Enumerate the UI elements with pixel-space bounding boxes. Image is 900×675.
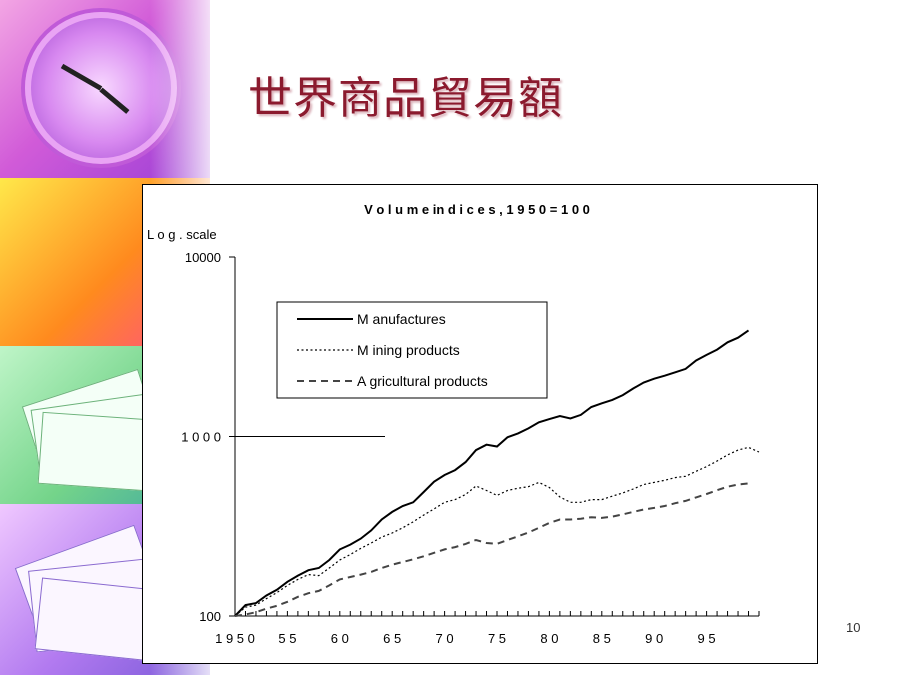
x-tick-label: 7 0 — [436, 631, 454, 646]
x-tick-label: 9 5 — [698, 631, 716, 646]
x-tick-label: 8 0 — [540, 631, 558, 646]
y-tick-label: 10000 — [185, 250, 221, 265]
x-tick-label: 1 9 5 0 — [215, 631, 255, 646]
series-line-dotted — [234, 446, 760, 617]
legend-label: A gricultural products — [357, 373, 488, 389]
chart-frame: V o l u m e in d i c e s , 1 9 5 0 = 1 0… — [142, 184, 818, 664]
trade-volume-chart: V o l u m e in d i c e s , 1 9 5 0 = 1 0… — [147, 202, 760, 646]
series-line-solid — [234, 329, 750, 617]
x-tick-label: 6 0 — [331, 631, 349, 646]
slide-title: 世界商品貿易額 — [248, 73, 563, 124]
x-tick-label: 6 5 — [383, 631, 401, 646]
series-layer — [234, 329, 760, 617]
page-number: 10 — [846, 620, 861, 635]
x-tick-label: 5 5 — [278, 631, 296, 646]
y-tick-label: 1 0 0 0 — [181, 430, 221, 445]
series-line-dashed — [234, 482, 749, 617]
x-tick-label: 7 5 — [488, 631, 506, 646]
legend: M anufactures M ining products A gricultur… — [276, 301, 548, 399]
axes: 100 1 0 0 0 10000 1 9 5 0 5 5 6 0 6 5 7 0 7 5 8 0… — [181, 250, 760, 646]
y-axis-label: L o g . scale — [147, 227, 217, 242]
x-tick-label: 9 0 — [645, 631, 663, 646]
chart-title: V o l u m e in d i c e s , 1 9 5 0 = 1 0… — [364, 202, 590, 217]
y-tick-label: 100 — [199, 609, 221, 624]
x-tick-label: 8 5 — [593, 631, 611, 646]
legend-label: M anufactures — [357, 311, 446, 327]
legend-label: M ining products — [357, 342, 460, 358]
